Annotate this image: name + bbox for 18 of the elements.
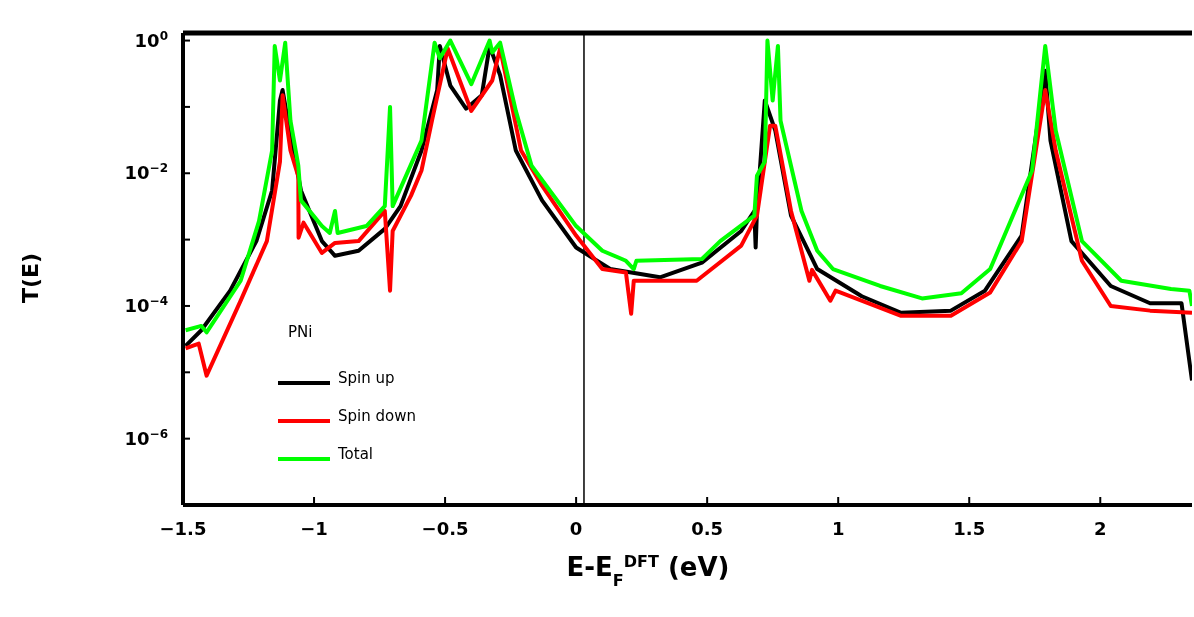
y-axis-title: T(E) — [18, 252, 43, 304]
legend-label: Total — [338, 445, 374, 463]
x-axis-title: E-E$_{F}$$^{DFT}$ (eV) — [566, 551, 730, 590]
legend-label: Spin up — [338, 369, 395, 387]
x-tick-label: 0 — [569, 518, 583, 539]
y-tick-label: 10$^{−2}$ — [124, 161, 168, 184]
y-tick-label: 10$^{0}$ — [134, 28, 168, 51]
x-tick-label: −0.5 — [421, 518, 469, 539]
legend-label: Spin down — [338, 407, 416, 425]
x-tick-label: 0.5 — [691, 518, 724, 539]
x-tick-label: −1 — [300, 518, 328, 539]
x-tick-label: −1.5 — [159, 518, 207, 539]
y-tick-label: 10$^{−6}$ — [124, 426, 168, 449]
y-tick-label: 10$^{−4}$ — [124, 293, 168, 316]
x-tick-label: 2 — [1094, 518, 1107, 539]
legend-title: PNi — [288, 323, 314, 341]
x-tick-label: 1 — [831, 518, 845, 539]
x-tick-label: 1.5 — [953, 518, 986, 539]
